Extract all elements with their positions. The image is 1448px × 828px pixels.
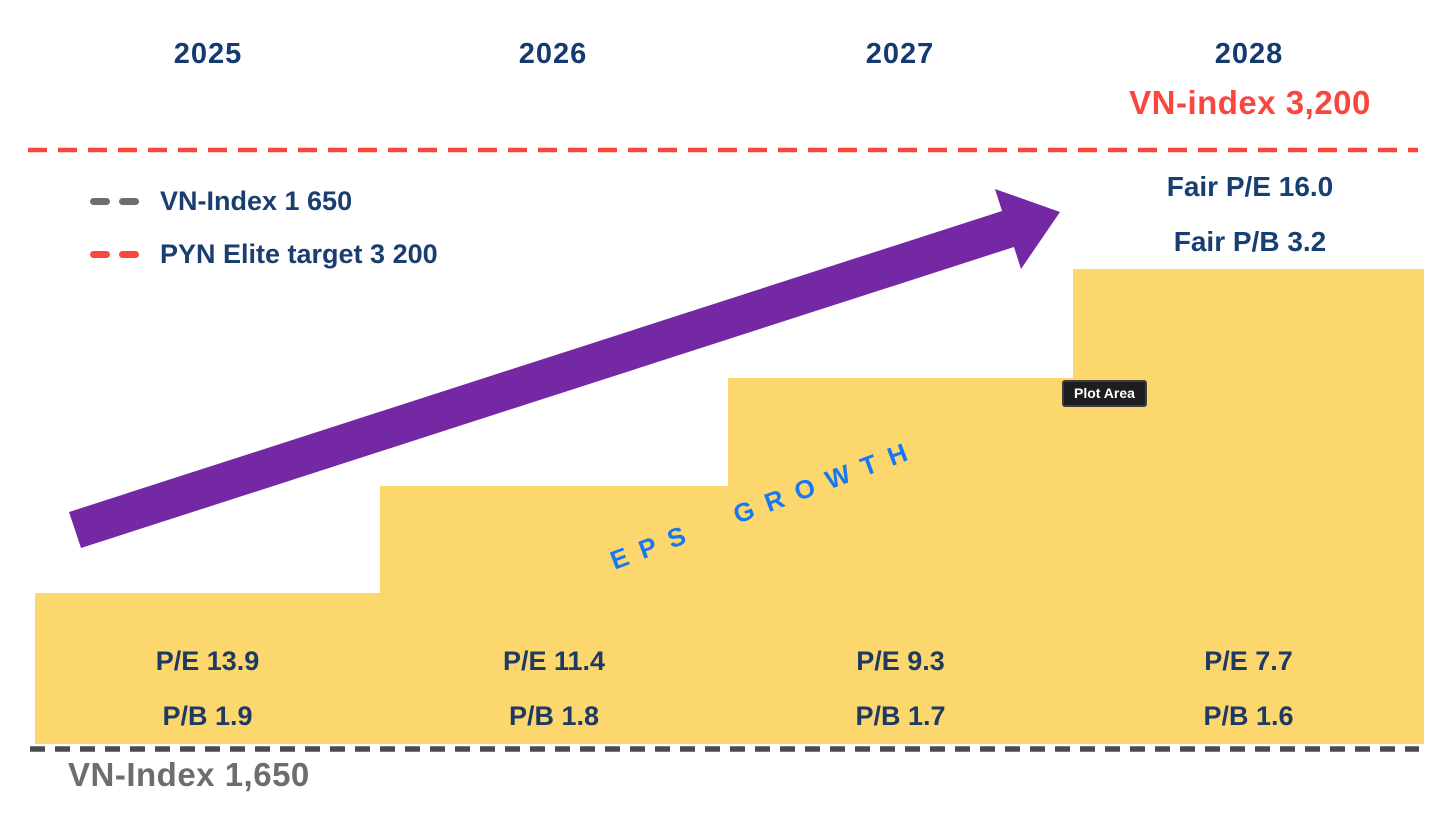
year-label-2026: 2026	[518, 38, 588, 70]
legend-swatch-red-dashes	[90, 250, 148, 258]
fair-pb-label: Fair P/B 3.2	[1173, 226, 1327, 257]
year-label-2028: 2028	[1214, 38, 1284, 70]
legend-item-vn-index[interactable]: VN-Index 1 650	[90, 186, 352, 216]
target-index-label: VN-index 3,200	[1129, 84, 1371, 121]
eps-growth-arrow[interactable]	[69, 189, 1060, 548]
baseline-index-label: VN-Index 1,650	[68, 756, 310, 793]
legend-label: VN-Index 1 650	[160, 185, 353, 216]
legend-swatch-gray-dashes	[90, 197, 148, 205]
pe-value-2025: P/E 13.9	[155, 646, 260, 676]
pb-value-2028: P/B 1.6	[1203, 701, 1294, 731]
pb-value-2026: P/B 1.8	[508, 701, 600, 731]
bar-2026[interactable]	[380, 486, 728, 744]
legend-label: PYN Elite target 3 200	[160, 238, 438, 269]
plot-area-tooltip: Plot Area	[1062, 380, 1147, 407]
year-label-2027: 2027	[865, 38, 935, 70]
pe-value-2026: P/E 11.4	[502, 646, 606, 676]
pe-value-2028: P/E 7.7	[1204, 646, 1293, 676]
pb-value-2027: P/B 1.7	[855, 701, 946, 731]
bar-2027[interactable]	[728, 378, 1073, 744]
bar-2028[interactable]	[1073, 269, 1424, 744]
legend-item-pyn-target[interactable]: PYN Elite target 3 200	[90, 239, 438, 269]
pe-value-2027: P/E 9.3	[856, 646, 945, 676]
fair-pe-label: Fair P/E 16.0	[1166, 171, 1334, 202]
bar-2025[interactable]	[35, 593, 380, 744]
year-label-2025: 2025	[173, 38, 243, 70]
pb-value-2025: P/B 1.9	[162, 701, 253, 731]
